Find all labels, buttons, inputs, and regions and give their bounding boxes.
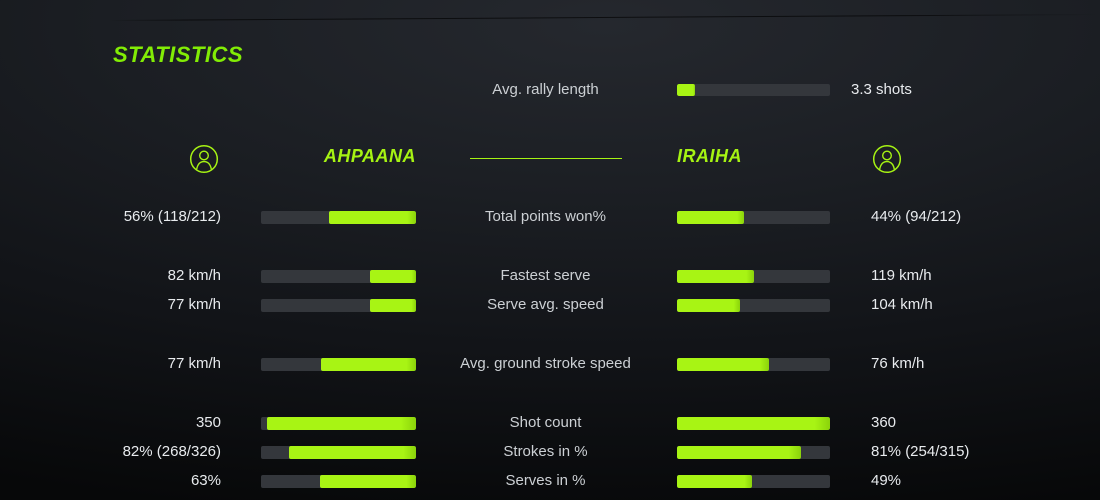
left-stat-value: 56% (118/212) — [123, 208, 221, 225]
right-stat-bar-fill — [677, 270, 754, 283]
right-stat-value: 81% (254/315) — [871, 443, 970, 460]
left-stat-bar-fill — [288, 446, 416, 459]
left-stat-bar — [261, 270, 416, 283]
left-stat-value: 350 — [195, 414, 221, 431]
page-title: STATISTICS — [113, 42, 244, 67]
right-stat-bar-fill — [677, 475, 752, 488]
right-stat-bar — [677, 270, 830, 283]
left-stat-bar-fill — [267, 417, 416, 430]
right-stat-bar — [677, 446, 830, 459]
stat-row: 82 km/h Fastest serve 119 km/h — [0, 266, 1100, 288]
left-stat-bar — [261, 446, 416, 459]
left-stat-bar-fill — [369, 270, 416, 283]
right-stat-value: 119 km/h — [871, 267, 932, 284]
left-stat-value: 63% — [190, 472, 221, 489]
right-stat-bar — [677, 358, 830, 371]
left-stat-bar-fill — [329, 211, 416, 224]
left-stat-bar — [261, 358, 416, 371]
right-stat-bar-fill — [677, 446, 801, 459]
left-stat-value: 77 km/h — [167, 296, 221, 313]
left-stat-bar — [261, 299, 416, 312]
rally-length-value: 3.3 shots — [851, 81, 912, 98]
right-stat-bar-fill — [677, 358, 769, 371]
stat-label: Strokes in % — [503, 443, 588, 460]
left-stat-bar-fill — [319, 475, 416, 488]
left-stat-bar-fill — [369, 299, 416, 312]
stat-row: 77 km/h Serve avg. speed 104 km/h — [0, 295, 1100, 317]
right-stat-value: 76 km/h — [871, 355, 925, 372]
stat-label: Serve avg. speed — [487, 296, 604, 313]
user-circle-icon — [189, 144, 219, 174]
right-stat-value: 49% — [871, 472, 902, 489]
left-stat-value: 82% (268/326) — [122, 443, 221, 460]
user-circle-icon — [872, 144, 902, 174]
left-stat-bar — [261, 417, 416, 430]
stat-row: 350 Shot count 360 — [0, 413, 1100, 435]
left-stat-bar — [261, 211, 416, 224]
rally-length-label: Avg. rally length — [492, 81, 599, 98]
rally-length-bar — [677, 84, 830, 96]
stat-row: 56% (118/212) Total points won% 44% (94/… — [0, 207, 1100, 229]
stat-row: 77 km/h Avg. ground stroke speed 76 km/h — [0, 354, 1100, 376]
right-stat-bar — [677, 475, 830, 488]
top-separator-line — [108, 13, 1100, 22]
stat-label: Serves in % — [505, 472, 586, 489]
right-stat-bar — [677, 211, 830, 224]
stat-label: Total points won% — [485, 208, 606, 225]
stat-label: Avg. ground stroke speed — [460, 355, 631, 372]
right-stat-bar — [677, 417, 830, 430]
right-stat-value: 360 — [871, 414, 897, 431]
right-stat-bar-fill — [677, 299, 740, 312]
left-stat-value: 82 km/h — [167, 267, 221, 284]
left-stat-bar-fill — [321, 358, 416, 371]
stat-row: 63% Serves in % 49% — [0, 471, 1100, 493]
player-left-name: AHPAANA — [323, 146, 416, 166]
left-stat-bar — [261, 475, 416, 488]
stat-row: 82% (268/326) Strokes in % 81% (254/315) — [0, 442, 1100, 464]
right-stat-bar — [677, 299, 830, 312]
player-right-name: IRAIHA — [677, 146, 742, 166]
left-stat-value: 77 km/h — [167, 355, 221, 372]
right-stat-bar-fill — [677, 211, 745, 224]
right-stat-value: 104 km/h — [871, 296, 933, 313]
stat-label: Shot count — [509, 414, 582, 431]
right-stat-value: 44% (94/212) — [871, 208, 962, 225]
right-stat-bar-fill — [677, 417, 830, 430]
center-divider-line — [470, 158, 622, 159]
rally-length-bar-fill — [677, 84, 696, 96]
stat-label: Fastest serve — [500, 267, 591, 284]
